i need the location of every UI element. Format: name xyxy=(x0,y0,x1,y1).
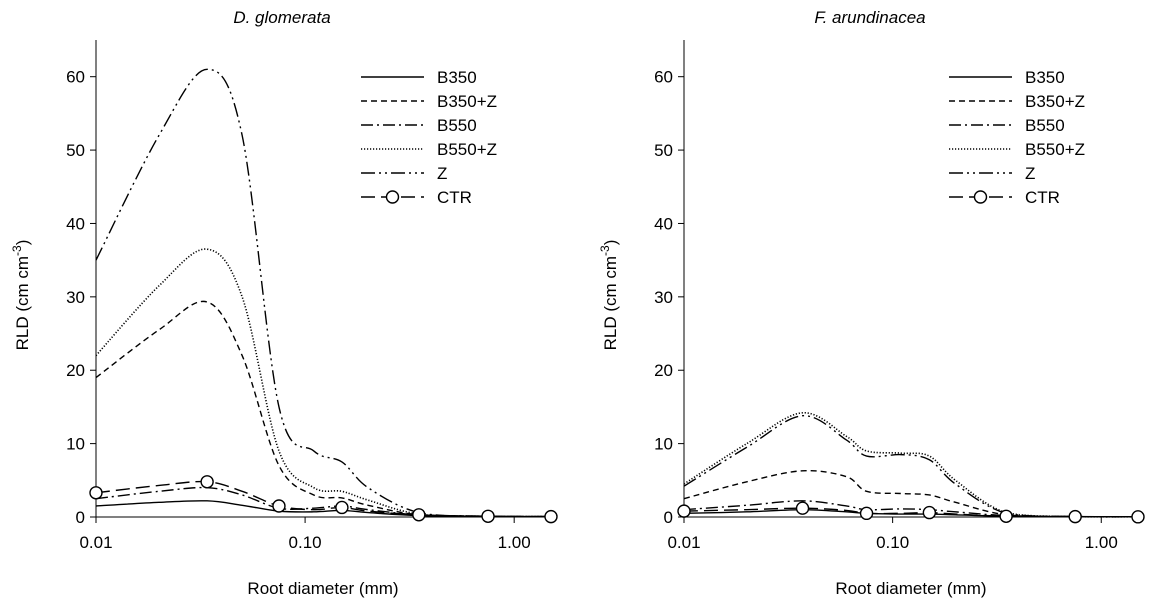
x-tick-label: 0.01 xyxy=(79,533,112,552)
y-tick-label: 30 xyxy=(654,288,673,307)
series-line-z xyxy=(683,415,1139,518)
series-line-b550-z xyxy=(95,248,552,518)
y-tick-label: 40 xyxy=(66,214,85,233)
ctr-marker xyxy=(859,506,874,521)
y-tick-label: 30 xyxy=(66,288,85,307)
ctr-marker xyxy=(89,486,103,500)
y-tick-label: 10 xyxy=(66,435,85,454)
legend-label: Z xyxy=(437,164,447,183)
legend-label: CTR xyxy=(1025,188,1060,207)
x-tick-label: 1.00 xyxy=(498,533,531,552)
chart-panel-1: F. arundinacea 0 10 20 30 40 50 60 0.01 0.10 1.00 R… xyxy=(598,8,1145,598)
legend-label: B350+Z xyxy=(437,92,497,111)
legend-marker xyxy=(385,190,400,204)
series-line-b350-z xyxy=(683,469,1139,518)
series-line-b550-z xyxy=(683,411,1139,518)
y-tick-label: 0 xyxy=(76,508,85,527)
legend-label: B550 xyxy=(1025,116,1065,135)
legend-label: B550+Z xyxy=(437,140,497,159)
y-axis-label: RLD (cm cm-3) xyxy=(10,240,32,351)
x-tick-label: 0.01 xyxy=(667,533,700,552)
ctr-marker xyxy=(544,509,558,524)
series-line-z xyxy=(95,68,552,518)
legend-label: B550 xyxy=(437,116,477,135)
chart-title: D. glomerata xyxy=(233,8,330,27)
legend-label: B350 xyxy=(1025,68,1065,87)
ctr-marker xyxy=(1131,510,1145,524)
y-tick-label: 60 xyxy=(66,68,85,87)
legend-label: B350 xyxy=(437,68,477,87)
x-axis-label: Root diameter (mm) xyxy=(835,579,986,598)
x-axis-label: Root diameter (mm) xyxy=(247,579,398,598)
legend-label: CTR xyxy=(437,188,472,207)
chart-panel-0: D. glomerata 0 10 20 30 40 50 60 0.01 0.10 1.00 Roo… xyxy=(10,8,558,598)
legend-label: B350+Z xyxy=(1025,92,1085,111)
x-tick-label: 0.10 xyxy=(289,533,322,552)
y-tick-label: 10 xyxy=(654,435,673,454)
y-tick-label: 40 xyxy=(654,214,673,233)
ctr-marker xyxy=(481,509,495,523)
series-line-b550 xyxy=(95,486,552,518)
series-line-ctr xyxy=(683,507,1139,518)
ctr-marker xyxy=(795,501,810,515)
ctr-marker xyxy=(272,499,286,513)
chart-title: F. arundinacea xyxy=(814,8,925,27)
legend-label: B550+Z xyxy=(1025,140,1085,159)
y-tick-label: 20 xyxy=(66,361,85,380)
series-line-ctr xyxy=(95,480,552,518)
x-tick-label: 1.00 xyxy=(1085,533,1118,552)
ctr-marker xyxy=(677,504,691,518)
series-line-b350-z xyxy=(95,300,552,518)
ctr-marker xyxy=(200,475,214,489)
ctr-marker xyxy=(1068,509,1082,524)
x-tick-label: 0.10 xyxy=(876,533,909,552)
ctr-marker xyxy=(412,508,426,522)
legend-marker xyxy=(973,190,988,204)
y-tick-label: 60 xyxy=(654,68,673,87)
y-tick-label: 20 xyxy=(654,361,673,380)
ctr-marker xyxy=(999,509,1013,523)
y-tick-label: 50 xyxy=(654,141,673,160)
legend-label: Z xyxy=(1025,164,1035,183)
y-tick-label: 50 xyxy=(66,141,85,160)
ctr-marker xyxy=(335,500,349,515)
y-tick-label: 0 xyxy=(664,508,673,527)
y-axis-label: RLD (cm cm-3) xyxy=(598,240,620,351)
ctr-marker xyxy=(922,505,937,520)
